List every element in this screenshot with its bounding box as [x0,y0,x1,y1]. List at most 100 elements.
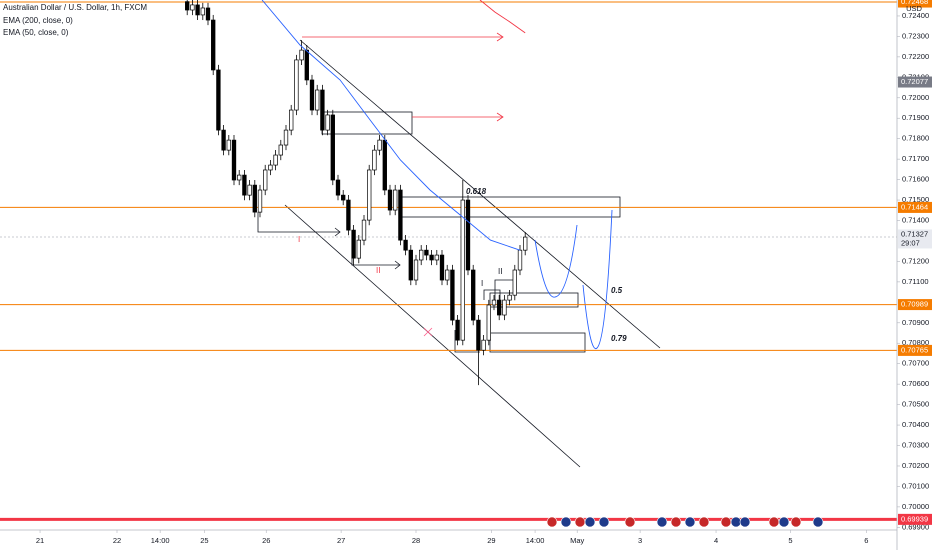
candle-body [346,199,351,231]
projection-curves [534,209,613,350]
legend-entry: EMA (200, close, 0) [3,16,73,25]
x-tick-label: 29 [487,536,495,545]
candle-body [356,239,361,259]
countdown-label: 29:07 [901,238,920,247]
y-tick-label: 0.72400 [902,11,929,20]
y-tick-label: 0.70400 [902,420,929,429]
candle-body [507,294,512,301]
price-badge [898,0,932,8]
y-tick-label: 0.70700 [902,359,929,368]
arrow-head [334,227,341,237]
candle-body [315,89,320,111]
price-badge-label: 0.72468 [901,0,928,6]
x-tick-label: 25 [200,536,208,545]
candle-body [205,7,211,21]
zone-box [489,292,579,308]
zone-box [489,332,586,353]
channel-lower [284,204,581,468]
candle-body [502,299,507,316]
drawings [257,39,661,468]
event-icons [546,516,824,528]
x-tick-label: 3 [638,536,642,545]
chart-title: Australian Dollar / U.S. Dollar, 1h, FXC… [3,3,147,12]
event-icon [698,516,710,528]
price-badge-label: 0.72077 [901,77,928,86]
candle-body [398,189,403,241]
ema-line [479,0,526,34]
candle-body [195,4,200,16]
price-badge-label: 0.70765 [901,345,928,354]
y-tick-label: 0.71900 [902,113,929,122]
candle-body [299,49,304,61]
candle-body [445,269,450,281]
price-badge [898,201,932,213]
event-icon [670,516,682,528]
candle-body [268,164,273,171]
y-tick-label: 0.71400 [902,215,929,224]
y-tick-label: 0.70900 [902,318,929,327]
candle-body [481,339,486,351]
candle-body [278,144,283,156]
y-tick-label: 0.72000 [902,93,929,102]
fib-label: 0.5 [611,286,623,295]
event-icon [598,516,610,528]
x-tick-label: 21 [36,536,44,545]
fib-label: 0.618 [466,187,487,196]
arrow-head [496,32,504,42]
candle-body [361,219,367,241]
candle-body [273,154,278,166]
candle-body [211,19,216,71]
candle-body [257,189,263,213]
event-icon [574,516,586,528]
candle-body [237,174,242,181]
price-badge-label: 0.69939 [901,514,928,523]
price-badge [898,344,932,356]
candle-body [335,179,341,196]
wave-path [494,279,515,300]
candle-body [216,69,221,131]
event-icon [812,516,824,528]
candle-body [377,139,382,151]
y-tick-label: 0.70500 [902,400,929,409]
wave-label: II [498,267,502,276]
x-tick-label: May [570,536,584,545]
candle-body [341,194,346,201]
candle-body [403,239,408,251]
candle-body [486,304,491,341]
levels [0,1,897,521]
x-tick-label: 5 [788,536,792,545]
last-price-badge [898,229,932,249]
event-icon [790,516,802,528]
y-tick-label: 0.70600 [902,379,929,388]
event-icon [546,516,558,528]
wave-label: I [481,279,483,288]
fib-label: 0.79 [611,334,627,343]
legend-entry: EMA (50, close, 0) [3,28,69,37]
x-tick-label: 4 [714,536,718,545]
candle-body [512,269,517,296]
candle-body [523,236,528,251]
candle-body [408,249,413,281]
axes: 0.724000.723000.722000.721000.720000.719… [36,11,929,545]
price-badge [898,513,932,525]
arrow-head [496,112,504,122]
ema-lines [261,0,526,251]
candle-body [247,184,252,196]
y-tick-label: 0.70200 [902,461,929,470]
candle-body [231,139,237,181]
y-tick-label: 0.71200 [902,256,929,265]
wave-path [454,330,480,353]
event-icon [730,516,742,528]
arrow-head [394,260,401,270]
event-icon [739,516,751,528]
price-badge-label: 0.71464 [901,202,928,211]
candle-body [517,249,523,271]
price-badge-label: 0.70989 [901,300,928,309]
x-tick-label: 28 [412,536,420,545]
candle-body [424,249,429,256]
y-tick-label: 0.72300 [902,31,929,40]
event-icon [624,516,636,528]
candle-body [304,49,309,81]
candle-body [351,229,356,259]
candle-body [450,269,455,321]
